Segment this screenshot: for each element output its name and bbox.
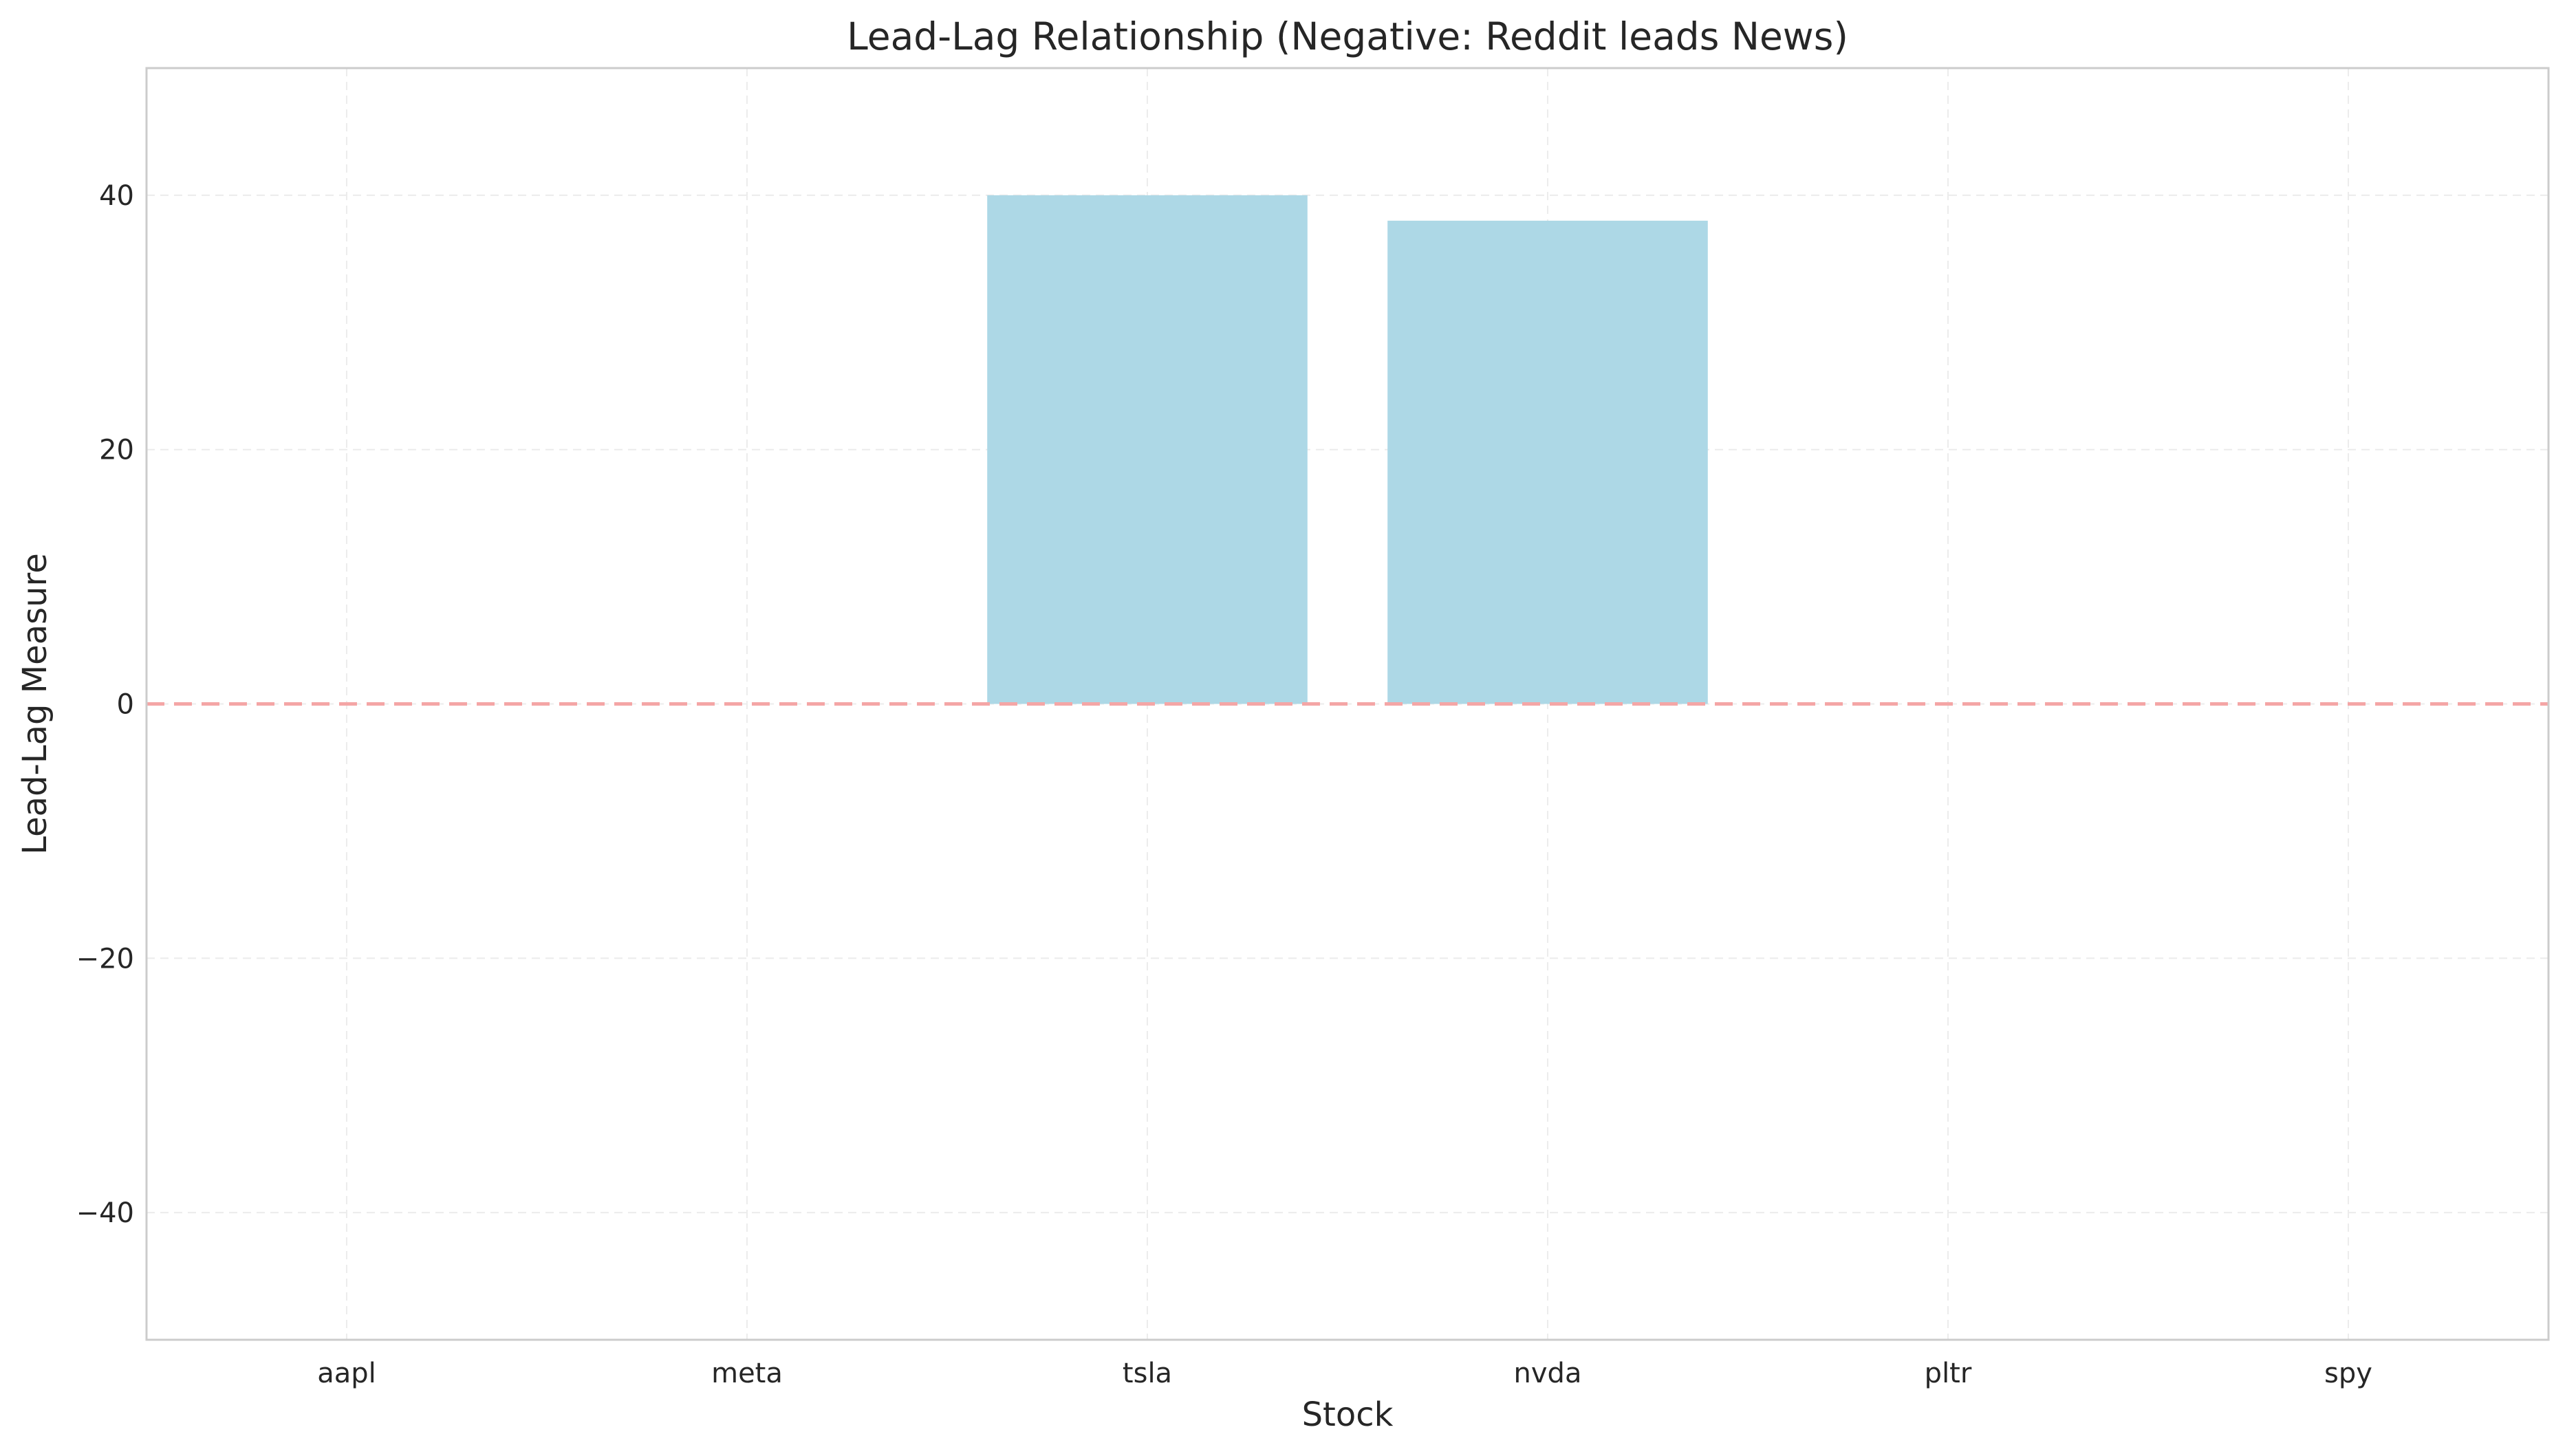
x-axis-label: Stock [1302, 1395, 1394, 1434]
y-tick-label: 20 [99, 435, 134, 466]
chart-title: Lead-Lag Relationship (Negative: Reddit … [847, 14, 1848, 58]
y-axis-label: Lead-Lag Measure [16, 553, 54, 855]
bar-tsla [987, 195, 1308, 704]
x-tick-label-tsla: tsla [1123, 1358, 1172, 1389]
x-tick-label-spy: spy [2324, 1358, 2372, 1389]
x-tick-label-meta: meta [711, 1358, 783, 1389]
x-tick-label-nvda: nvda [1514, 1358, 1582, 1389]
y-axis-ticks: −40 −20 0 20 40 [76, 180, 134, 1229]
y-tick-label: 0 [117, 689, 134, 721]
bar-nvda [1387, 220, 1708, 704]
x-tick-label-pltr: pltr [1925, 1358, 1972, 1389]
plot-frame [145, 67, 2550, 1341]
y-tick-label: −20 [76, 943, 134, 975]
x-tick-label-aapl: aapl [317, 1358, 376, 1389]
y-tick-label: −40 [76, 1197, 134, 1229]
y-tick-label: 40 [99, 180, 134, 212]
bars [987, 195, 1708, 704]
x-axis-ticks: aapl meta tsla nvda pltr spy [317, 1358, 2372, 1389]
